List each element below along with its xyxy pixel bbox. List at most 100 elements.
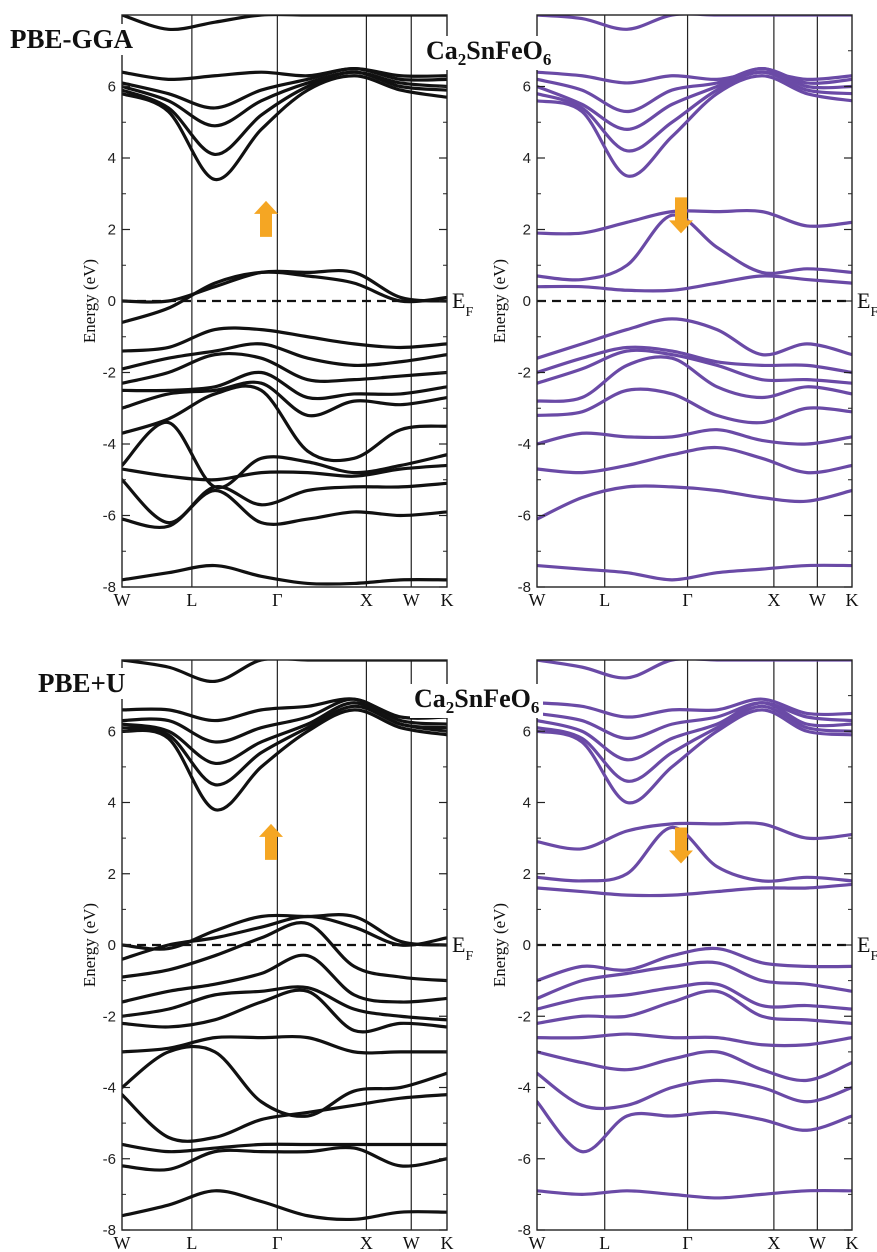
band-line xyxy=(122,488,447,529)
band-line xyxy=(122,988,447,1034)
band-line xyxy=(537,355,852,403)
band-line xyxy=(122,70,447,157)
y-tick-label: -2 xyxy=(518,1008,531,1025)
y-axis-label: Energy (eV) xyxy=(490,903,509,987)
band-line xyxy=(537,484,852,521)
y-axis-label: Energy (eV) xyxy=(490,259,509,343)
band-line xyxy=(537,882,852,898)
kpoint-label: X xyxy=(767,1233,780,1252)
compound-label-bottom: Ca2SnFeO6 xyxy=(410,684,544,719)
fermi-label: EF xyxy=(452,288,473,320)
band-line xyxy=(537,317,852,360)
kpoint-label: Γ xyxy=(682,590,692,610)
y-axis-label: Energy (eV) xyxy=(80,259,99,343)
band-line xyxy=(122,708,447,812)
y-tick-label: 0 xyxy=(108,937,116,954)
fermi-label: EF xyxy=(857,288,877,320)
y-tick-label: -6 xyxy=(103,1151,116,1168)
band-line xyxy=(122,463,447,482)
band-line xyxy=(537,67,852,132)
kpoint-label: L xyxy=(599,590,610,610)
band-line xyxy=(122,1044,447,1118)
kpoint-label: W xyxy=(809,590,826,610)
band-line xyxy=(122,15,447,32)
band-line xyxy=(537,70,852,85)
y-tick-label: 0 xyxy=(523,937,531,954)
band-line xyxy=(122,70,447,128)
kpoint-label: Γ xyxy=(682,1233,692,1252)
band-line xyxy=(537,563,852,582)
method-label-pbe-gga: PBE-GGA xyxy=(4,24,140,55)
y-axis-label: Energy (eV) xyxy=(80,903,99,987)
bands xyxy=(537,15,852,582)
band-line xyxy=(537,345,852,375)
band-line xyxy=(122,953,447,1004)
y-tick-label: 2 xyxy=(523,866,531,883)
band-line xyxy=(537,387,852,425)
band-line xyxy=(537,1100,852,1154)
band-line xyxy=(537,821,852,851)
panel-1: EF -8 -6 -4 -2 0 2 4 6 Energy (eV) W L Γ X W K xyxy=(80,14,473,610)
y-tick-label: 4 xyxy=(523,150,531,167)
spin-down-arrow-icon xyxy=(669,827,693,864)
band-line xyxy=(122,697,447,744)
band-line xyxy=(122,701,447,765)
y-tick-label: -4 xyxy=(518,1080,531,1097)
spin-down-arrow-icon xyxy=(669,197,693,234)
y-tick-label: -4 xyxy=(103,1080,116,1097)
band-line xyxy=(537,946,852,983)
band-line xyxy=(537,960,852,1001)
compound-label-top: Ca2SnFeO6 xyxy=(422,36,556,71)
band-line xyxy=(537,704,852,783)
band-line xyxy=(122,563,447,586)
band-line xyxy=(122,67,447,82)
bands xyxy=(122,660,447,1222)
kpoint-label: W xyxy=(529,590,546,610)
kpoint-label: W xyxy=(529,1233,546,1252)
y-tick-label: 6 xyxy=(523,79,531,96)
kpoint-label: W xyxy=(809,1233,826,1252)
band-line xyxy=(122,326,447,353)
band-line xyxy=(537,708,852,805)
band-line xyxy=(122,351,447,385)
y-tick-label: -6 xyxy=(518,1151,531,1168)
kpoint-label: Γ xyxy=(272,590,282,610)
y-tick-label: -2 xyxy=(103,365,116,382)
kpoint-label: W xyxy=(403,590,420,610)
kpoint-label: L xyxy=(599,1233,610,1252)
band-line xyxy=(122,985,447,1022)
band-line xyxy=(537,274,852,293)
y-tick-label: -4 xyxy=(518,436,531,453)
kpoint-label: K xyxy=(846,590,859,610)
y-tick-label: 2 xyxy=(108,866,116,883)
y-tick-label: 2 xyxy=(108,222,116,239)
y-tick-label: -2 xyxy=(103,1008,116,1025)
band-line xyxy=(122,478,447,525)
band-line xyxy=(122,1093,447,1143)
band-line xyxy=(537,348,852,385)
band-line xyxy=(122,914,447,961)
band-line xyxy=(537,1049,852,1083)
kpoint-label: X xyxy=(360,1233,373,1252)
band-line xyxy=(537,74,852,178)
kpoint-label: L xyxy=(186,1233,197,1252)
band-line xyxy=(537,15,852,31)
band-line xyxy=(122,384,447,463)
y-tick-label: -6 xyxy=(518,508,531,525)
panel-4: EF -8 -6 -4 -2 0 2 4 6 Energy (eV) W L Γ X W K xyxy=(490,659,877,1252)
band-line xyxy=(537,701,852,740)
band-line xyxy=(122,380,447,418)
band-line xyxy=(537,1188,852,1200)
y-tick-label: 6 xyxy=(108,723,116,740)
fermi-label: EF xyxy=(452,932,473,964)
band-line xyxy=(537,428,852,446)
y-tick-label: 4 xyxy=(108,150,116,167)
y-tick-label: -6 xyxy=(103,508,116,525)
kpoint-label: W xyxy=(114,1233,131,1252)
y-tick-label: 6 xyxy=(523,723,531,740)
band-line xyxy=(122,921,447,983)
band-line xyxy=(537,981,852,1011)
band-line xyxy=(122,74,447,182)
band-line xyxy=(537,70,852,153)
